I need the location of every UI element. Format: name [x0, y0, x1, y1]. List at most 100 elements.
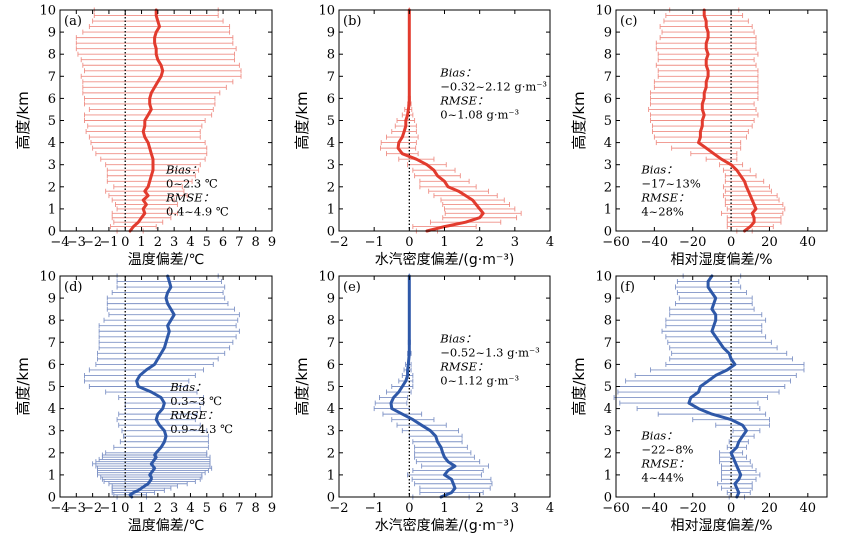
x-tick-label: −60	[602, 235, 629, 250]
x-tick-label: −4	[50, 235, 69, 250]
y-tick-label: 4	[48, 136, 56, 151]
error-bars	[84, 273, 240, 500]
x-axis-title: 温度偏差/℃	[128, 518, 204, 534]
stat-range: 0.3~3 ℃	[170, 394, 222, 408]
bias-profile-line	[128, 8, 165, 233]
y-tick-label: 2	[48, 180, 56, 195]
y-tick-label: 1	[604, 202, 612, 217]
y-tick-label: 1	[327, 468, 335, 483]
panel-b: −2 −1 0 1 2 3 4 0 1 2 3 4 5 6 7 8 9 10 水汽密度偏差/(g·m⁻³) 高度/km…	[293, 4, 554, 269]
y-tick-label: 7	[48, 336, 56, 351]
y-axis-title: 高度/km	[570, 91, 588, 149]
y-tick-label: 5	[48, 114, 56, 129]
y-axis-title: 高度/km	[14, 91, 32, 149]
y-tick-label: 9	[604, 26, 612, 41]
bias-profile-line	[389, 274, 457, 499]
panel-e: −2 −1 0 1 2 3 4 0 1 2 3 4 5 6 7 8 9 10 水汽密度偏差/(g·m⁻³) 高度/km…	[293, 270, 554, 535]
panel-label: (a)	[64, 14, 82, 29]
y-tick-label: 3	[48, 424, 56, 439]
y-tick-label: 1	[48, 202, 56, 217]
panel-label: (d)	[64, 280, 82, 295]
y-tick-label: 4	[48, 402, 56, 417]
x-tick-label: 3	[511, 501, 519, 516]
x-tick-label: 6	[219, 235, 227, 250]
y-tick-label: 4	[327, 136, 335, 151]
y-axis-title: 高度/km	[293, 357, 311, 415]
stat-name: RMSE：	[640, 191, 689, 205]
y-tick-label: 9	[48, 292, 56, 307]
y-tick-label: 8	[327, 48, 335, 63]
y-tick-label: 7	[327, 336, 335, 351]
y-tick-label: 0	[48, 225, 56, 240]
y-tick-label: 3	[48, 158, 56, 173]
x-tick-label: 2	[476, 235, 484, 250]
y-tick-label: 6	[48, 92, 56, 107]
x-tick-label: 0	[405, 501, 413, 516]
stat-name: Bias：	[165, 163, 202, 177]
y-tick-label: 2	[604, 446, 612, 461]
stat-name: RMSE：	[169, 408, 218, 422]
panel-label: (c)	[620, 14, 637, 29]
x-tick-label: 40	[800, 501, 817, 516]
x-tick-label: 0	[727, 235, 735, 250]
y-tick-label: 2	[327, 446, 335, 461]
y-tick-label: 2	[327, 180, 335, 195]
x-tick-label: −20	[679, 235, 706, 250]
y-tick-label: 5	[48, 380, 56, 395]
y-tick-label: 7	[604, 70, 612, 85]
x-tick-label: 0	[405, 235, 413, 250]
x-tick-label: 0	[727, 501, 735, 516]
x-tick-label: 1	[440, 235, 448, 250]
y-tick-label: 6	[327, 358, 335, 373]
y-tick-label: 10	[595, 4, 612, 19]
x-tick-label: 20	[761, 235, 778, 250]
x-tick-label: 2	[154, 235, 162, 250]
stat-range: 4~44%	[641, 471, 684, 485]
x-tick-label: −3	[67, 235, 86, 250]
x-tick-label: 4	[546, 501, 554, 516]
stat-name: RMSE：	[640, 457, 689, 471]
panel-d: −4−3−2−1 0 1 2 3 4 5 6 7 8 9012345678910温度偏差/℃高度/k…	[14, 270, 276, 535]
stat-range: 0.4~4.9 ℃	[166, 205, 229, 219]
y-tick-label: 2	[604, 180, 612, 195]
x-tick-label: 1	[440, 501, 448, 516]
stat-range: 4~28%	[641, 205, 684, 219]
y-tick-label: 1	[48, 468, 56, 483]
y-tick-label: 0	[604, 225, 612, 240]
y-tick-label: 5	[327, 380, 335, 395]
panel-label: (e)	[343, 280, 361, 295]
y-tick-label: 3	[327, 424, 335, 439]
bias-profile-line	[128, 274, 176, 499]
y-tick-label: 6	[604, 92, 612, 107]
x-tick-label: 3	[170, 501, 178, 516]
y-tick-label: 0	[604, 491, 612, 506]
x-tick-label: −1	[99, 501, 118, 516]
x-tick-label: −3	[67, 501, 86, 516]
y-tick-label: 10	[39, 4, 56, 19]
x-tick-label: 0	[121, 235, 129, 250]
stat-range: 0.9~4.3 ℃	[170, 422, 233, 436]
y-tick-label: 8	[604, 48, 612, 63]
y-tick-label: 10	[39, 270, 56, 285]
x-tick-label: 5	[203, 235, 211, 250]
panel-f: −60 −40 −20 0 20 40 0 1 2 3 4 5 6 7 8 9 10 相对湿度偏差/% 高度/km (…	[570, 270, 828, 534]
x-tick-label: −2	[83, 501, 102, 516]
x-axis-title: 水汽密度偏差/(g·m⁻³)	[375, 517, 515, 534]
x-tick-label: 7	[235, 501, 243, 516]
error-bars	[75, 7, 242, 234]
x-tick-label: −2	[83, 235, 102, 250]
x-tick-label: 1	[137, 235, 145, 250]
x-tick-label: 7	[235, 235, 243, 250]
x-tick-label: −1	[365, 501, 384, 516]
y-tick-label: 3	[604, 158, 612, 173]
y-tick-label: 6	[604, 358, 612, 373]
y-tick-label: 8	[327, 314, 335, 329]
stat-name: RMSE：	[165, 191, 214, 205]
x-tick-label: 4	[186, 501, 194, 516]
y-axis-title: 高度/km	[293, 91, 311, 149]
y-tick-label: 9	[327, 26, 335, 41]
x-tick-label: 9	[268, 501, 276, 516]
stat-range: −0.52~1.3 g·m⁻³	[440, 345, 540, 359]
y-tick-label: 4	[327, 402, 335, 417]
